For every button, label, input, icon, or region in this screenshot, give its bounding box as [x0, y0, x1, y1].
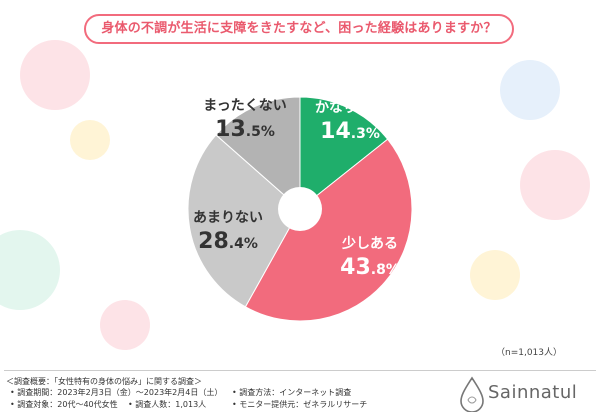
pie-slice-2: [187, 134, 301, 308]
slice-value-1: 43.8%: [340, 255, 400, 280]
bg-dot-yellow: [70, 120, 110, 160]
slice-label-1: 少しある: [341, 235, 398, 252]
survey-target: • 調査対象：20代〜40代女性: [10, 400, 118, 409]
bg-dot-yellow-right: [470, 250, 520, 300]
bg-dot-pink: [20, 40, 90, 110]
brand-logo-text: Sainnatul: [488, 382, 578, 403]
survey-method: • 調査方法：インターネット調査: [232, 388, 352, 397]
donut-hole: [278, 187, 322, 231]
bg-dot-pink-low: [100, 300, 150, 350]
survey-footer: ＜調査概要：「女性特有の身体の悩み」に関する調査＞ • 調査期間：2023年2月…: [0, 370, 600, 416]
chart-title: 身体の不調が生活に支障をきたすなど、困った経験はありますか？: [84, 14, 514, 44]
pie-slice-0: [299, 96, 389, 211]
survey-heading: ＜調査概要：「女性特有の身体の悩み」に関する調査＞: [6, 377, 202, 386]
slice-label-2: あまりない: [193, 210, 263, 226]
sample-size-label: （n=1,013人）: [495, 348, 562, 358]
drop-logo-icon: [460, 376, 484, 412]
slice-label-3: まったくない: [203, 98, 286, 114]
survey-provider: • モニター提供元：ゼネラルリサーチ: [232, 400, 368, 409]
survey-period: • 調査期間：2023年2月3日（金）〜2023年2月4日（土）: [10, 388, 223, 397]
pie-slice-3: [215, 96, 301, 211]
brand-logo: Sainnatul: [458, 376, 598, 412]
survey-count: • 調査人数：1,013人: [128, 400, 207, 409]
bg-dot-pink-right: [520, 150, 590, 220]
slice-value-0: 14.3%: [320, 119, 380, 144]
slice-value-2: 28.4%: [198, 229, 258, 254]
slice-label-0: かなりある: [315, 100, 385, 116]
pie-slice-1: [244, 138, 413, 322]
donut-chart: かなりある 14.3% 少しある 43.8% あまりない 28.4% まったくない 13.5%: [187, 96, 413, 322]
bg-dot-blue: [500, 60, 560, 120]
footer-divider: [4, 370, 596, 371]
slice-value-3: 13.5%: [215, 117, 275, 142]
